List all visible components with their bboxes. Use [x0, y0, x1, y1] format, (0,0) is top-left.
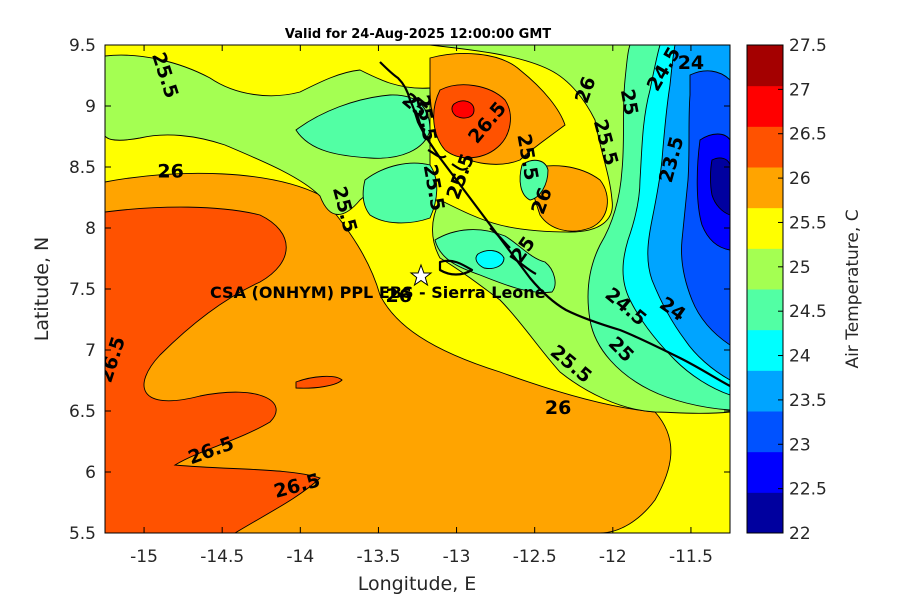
y-tick-label: 6 [85, 463, 96, 483]
colorbar-swatch [747, 289, 783, 331]
x-tick-label: -13 [443, 547, 471, 567]
contour-label: 25 [616, 87, 642, 117]
y-tick-label: 7 [85, 341, 96, 361]
estuary-coastline [414, 109, 537, 275]
x-axis-label: Longitude, E [358, 573, 477, 595]
x-tick-label: -13.5 [356, 547, 400, 567]
y-tick-label: 6.5 [69, 402, 96, 422]
coastline [379, 61, 730, 387]
x-tick-label: -14 [286, 547, 314, 567]
colorbar-frame [746, 44, 784, 534]
colorbar-tick-label: 24.5 [789, 302, 827, 322]
colorbar-tick-label: 26 [789, 169, 811, 189]
map-plot-area: 25.5252625.52626.526.526.526.525.5262625… [105, 45, 730, 533]
colorbar-tick-label: 27 [789, 80, 811, 100]
colorbar-swatch [747, 451, 783, 493]
y-tick-label: 7.5 [69, 280, 96, 300]
colorbar-swatch [747, 85, 783, 127]
contour-label: 24 [678, 52, 704, 74]
temperature-field-22.5-east [710, 157, 730, 216]
temperature-field-25-west [295, 94, 431, 159]
colorbar-swatch [747, 370, 783, 412]
colorbar-tick-label: 22 [789, 524, 811, 544]
temperature-field-24.5-patch [475, 250, 505, 269]
contour-label: 26 [386, 285, 412, 307]
temperature-field-25-central [362, 162, 438, 224]
temperature-field-26-central [527, 165, 608, 232]
x-tick-label: -15 [130, 547, 158, 567]
temperature-field-27-spot [451, 100, 475, 119]
colorbar-label: Air Temperature, C [843, 209, 863, 368]
x-tick-label: -12 [599, 547, 627, 567]
colorbar-swatch [747, 45, 783, 87]
colorbar-tick-label: 25.5 [789, 213, 827, 233]
colorbar-tick-label: 23.5 [789, 391, 827, 411]
colorbar-tick-label: 24 [789, 347, 811, 367]
contour-label: 26 [157, 160, 183, 182]
temperature-field-26.5-patch [295, 375, 343, 389]
colorbar-tick-label: 27.5 [789, 36, 827, 56]
y-axis-label: Latitude, N [31, 237, 53, 342]
x-tick-label: -11.5 [669, 547, 713, 567]
y-axis: 9.5 9 8.5 8 7.5 7 6.5 6 5.5 [69, 36, 730, 544]
site-star-marker [409, 263, 433, 287]
colorbar-tick-label: 23 [789, 435, 811, 455]
y-tick-label: 8 [85, 219, 96, 239]
y-tick-label: 9 [85, 97, 96, 117]
site-label: CSA (ONHYM) PPL EBS - Sierra Leone [210, 283, 546, 302]
colorbar: 27.5 27 26.5 26 25.5 25 24.5 24 23.5 23 22.5 22 [746, 36, 827, 544]
colorbar-swatch [747, 167, 783, 209]
x-tick-label: -12.5 [513, 547, 557, 567]
colorbar-swatch [747, 207, 783, 249]
y-tick-label: 9.5 [69, 36, 96, 56]
chart-title: Valid for 24-Aug-2025 12:00:00 GMT [285, 27, 551, 42]
y-tick-label: 8.5 [69, 158, 96, 178]
temperature-field-26.5-north [433, 84, 511, 159]
temperature-field-25-isolated [519, 159, 549, 201]
x-axis: -15 -14.5 -14 -13.5 -13 -12.5 -12 -11.5 [130, 45, 713, 567]
colorbar-tick-label: 22.5 [789, 480, 827, 500]
temperature-field-26.5-southwest [105, 206, 321, 533]
colorbar-swatch [747, 329, 783, 371]
colorbar-swatch [747, 411, 783, 453]
island-coastline [438, 259, 474, 276]
contour-label: 26 [545, 397, 571, 419]
x-tick-label: -14.5 [200, 547, 244, 567]
y-tick-label: 5.5 [69, 524, 96, 544]
colorbar-swatch [747, 248, 783, 290]
colorbar-swatch [747, 126, 783, 168]
colorbar-tick-label: 26.5 [789, 125, 827, 145]
colorbar-tick-label: 25 [789, 258, 811, 278]
colorbar-swatch [747, 492, 783, 534]
